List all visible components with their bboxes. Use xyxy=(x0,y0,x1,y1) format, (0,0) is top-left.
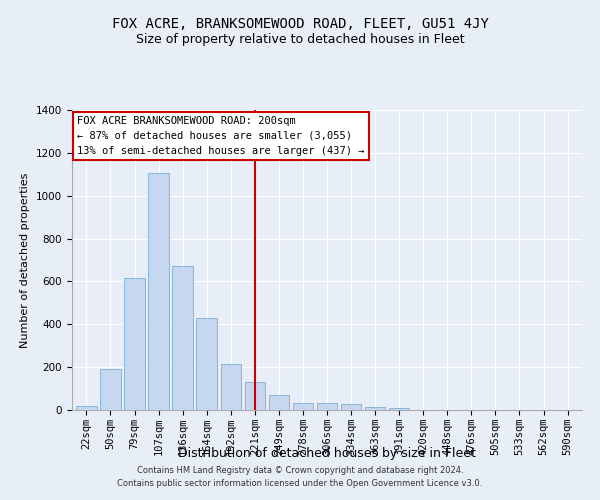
Bar xyxy=(76,406,97,410)
Bar xyxy=(341,404,361,410)
Text: FOX ACRE, BRANKSOMEWOOD ROAD, FLEET, GU51 4JY: FOX ACRE, BRANKSOMEWOOD ROAD, FLEET, GU5… xyxy=(112,18,488,32)
Text: Distribution of detached houses by size in Fleet: Distribution of detached houses by size … xyxy=(178,448,476,460)
Bar xyxy=(317,403,337,410)
Bar xyxy=(148,173,169,410)
Bar xyxy=(221,364,241,410)
Bar xyxy=(293,402,313,410)
Bar xyxy=(172,266,193,410)
Text: FOX ACRE BRANKSOMEWOOD ROAD: 200sqm
← 87% of detached houses are smaller (3,055): FOX ACRE BRANKSOMEWOOD ROAD: 200sqm ← 87… xyxy=(77,116,365,156)
Bar xyxy=(196,318,217,410)
Y-axis label: Number of detached properties: Number of detached properties xyxy=(20,172,31,348)
Text: Contains HM Land Registry data © Crown copyright and database right 2024.
Contai: Contains HM Land Registry data © Crown c… xyxy=(118,466,482,487)
Bar xyxy=(269,395,289,410)
Bar xyxy=(124,278,145,410)
Bar xyxy=(100,368,121,410)
Text: Size of property relative to detached houses in Fleet: Size of property relative to detached ho… xyxy=(136,32,464,46)
Bar xyxy=(245,382,265,410)
Bar xyxy=(365,406,385,410)
Bar xyxy=(389,408,409,410)
